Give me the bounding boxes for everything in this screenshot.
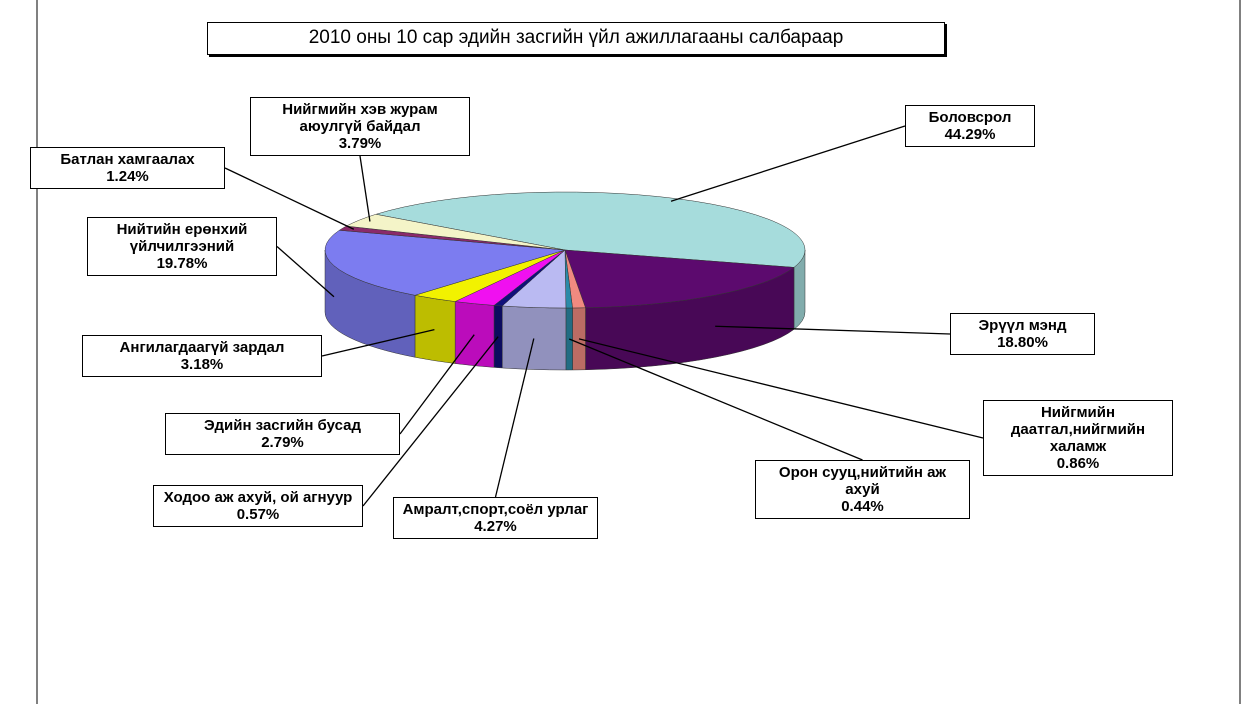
category-label: Нийгмийн хэв журам аюулгүй байдал <box>282 101 438 135</box>
slice <box>375 191 806 268</box>
category-label: Батлан хамгаалах <box>60 151 195 168</box>
leader-line <box>321 329 435 357</box>
value-label: 3.18% <box>180 356 224 373</box>
leader-line <box>362 336 499 507</box>
slice-side <box>414 294 456 364</box>
leader-line <box>568 338 863 461</box>
slice <box>324 230 566 296</box>
category-label: Эдийн засгийн бусад <box>204 417 361 434</box>
value-label: 0.86% <box>1056 455 1100 472</box>
value-label: 18.80% <box>997 334 1048 351</box>
category-label: Боловсрол <box>928 109 1012 126</box>
category-label: Ходоо аж ахуй, ой агнуур <box>163 489 353 506</box>
data-label: Орон сууц,нийтийн аж ахуй 0.44% <box>755 460 970 519</box>
leader-line <box>399 334 475 435</box>
slice-side <box>502 305 567 371</box>
slice-side <box>572 307 586 371</box>
value-label: 0.44% <box>841 498 884 515</box>
leader-line <box>670 125 906 202</box>
leader-line <box>715 325 951 335</box>
slice-side <box>565 307 573 371</box>
data-label: Нийгмийн даатгал,нийгмийн халамж 0.86% <box>983 400 1173 476</box>
category-label: Нийтийн ерөнхий үйлчилгээний <box>116 221 248 255</box>
category-label: Орон сууц,нийтийн аж ахуй <box>778 464 947 498</box>
leader-line <box>276 246 335 298</box>
category-label: Эрүүл мэнд <box>978 317 1067 334</box>
value-label: 2.79% <box>261 434 304 451</box>
leader-line <box>359 155 371 222</box>
data-label: Эрүүл мэнд 18.80% <box>950 313 1095 355</box>
leader-line <box>224 167 355 230</box>
data-label: Ходоо аж ахуй, ой агнуур 0.57% <box>153 485 363 527</box>
data-label: Нийтийн ерөнхий үйлчилгээний 19.78% <box>87 217 277 276</box>
value-label: 44.29% <box>944 126 996 143</box>
data-label: Ангилагдаагүй зардал 3.18% <box>82 335 322 377</box>
category-label: Амралт,спорт,соёл урлаг <box>402 501 589 518</box>
data-label: Нийгмийн хэв журам аюулгүй байдал 3.79% <box>250 97 470 156</box>
value-label: 0.57% <box>236 506 280 523</box>
slice <box>564 249 795 309</box>
data-label: Боловсрол 44.29% <box>905 105 1035 147</box>
leader-line <box>494 338 535 498</box>
value-label: 1.24% <box>106 168 149 185</box>
value-label: 4.27% <box>474 518 517 535</box>
value-label: 3.79% <box>338 135 382 152</box>
data-label: Амралт,спорт,соёл урлаг 4.27% <box>393 497 598 539</box>
slice-side <box>493 305 503 369</box>
value-label: 19.78% <box>156 255 208 272</box>
category-label: Нийгмийн даатгал,нийгмийн халамж <box>1010 404 1146 455</box>
chart-title: 2010 оны 10 сар эдийн засгийн үйл ажилла… <box>207 22 945 55</box>
slice-side <box>454 301 495 368</box>
data-label: Эдийн засгийн бусад 2.79% <box>165 413 400 455</box>
category-label: Ангилагдаагүй зардал <box>119 339 285 356</box>
leader-line <box>578 338 984 439</box>
data-label: Батлан хамгаалах 1.24% <box>30 147 225 189</box>
